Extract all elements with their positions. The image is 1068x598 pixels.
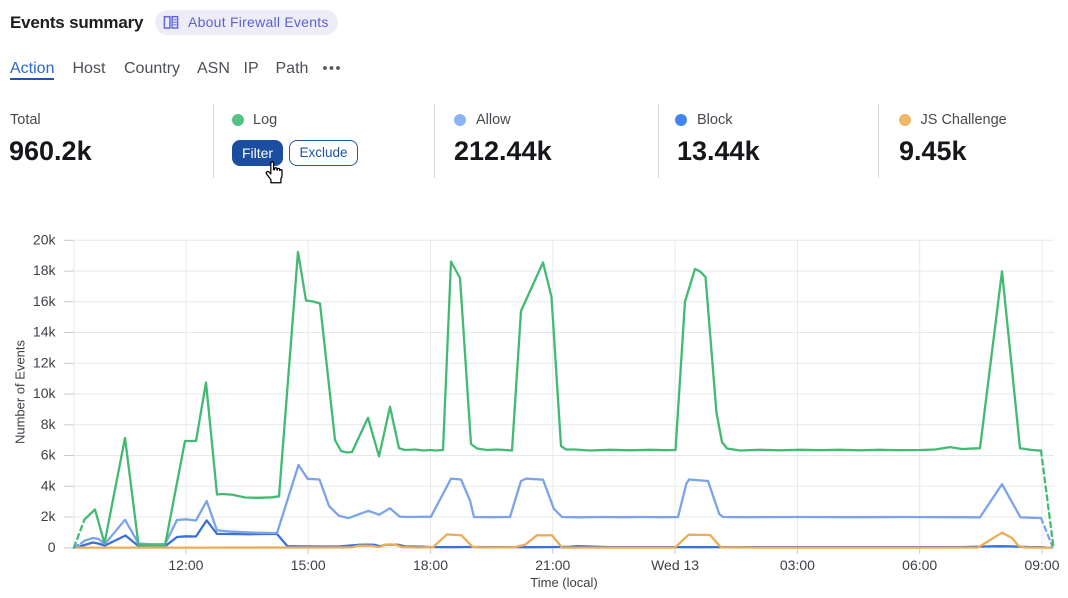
svg-text:4k: 4k bbox=[41, 477, 57, 493]
svg-text:16k: 16k bbox=[33, 293, 57, 309]
svg-text:0: 0 bbox=[48, 539, 56, 555]
svg-text:6k: 6k bbox=[41, 447, 57, 463]
svg-text:21:00: 21:00 bbox=[535, 557, 570, 573]
svg-text:18k: 18k bbox=[33, 262, 57, 278]
svg-text:Wed 13: Wed 13 bbox=[651, 557, 699, 573]
svg-text:Time (local): Time (local) bbox=[530, 575, 597, 590]
svg-text:18:00: 18:00 bbox=[413, 557, 448, 573]
svg-text:12k: 12k bbox=[33, 354, 57, 370]
svg-text:03:00: 03:00 bbox=[780, 557, 815, 573]
svg-text:06:00: 06:00 bbox=[902, 557, 937, 573]
svg-text:09:00: 09:00 bbox=[1024, 557, 1059, 573]
svg-text:8k: 8k bbox=[41, 416, 57, 432]
svg-text:20k: 20k bbox=[33, 231, 57, 247]
svg-text:10k: 10k bbox=[33, 385, 57, 401]
svg-text:15:00: 15:00 bbox=[291, 557, 326, 573]
svg-text:Number of Events: Number of Events bbox=[13, 339, 28, 444]
svg-text:2k: 2k bbox=[41, 508, 57, 524]
svg-text:12:00: 12:00 bbox=[168, 557, 203, 573]
svg-text:14k: 14k bbox=[33, 324, 57, 340]
